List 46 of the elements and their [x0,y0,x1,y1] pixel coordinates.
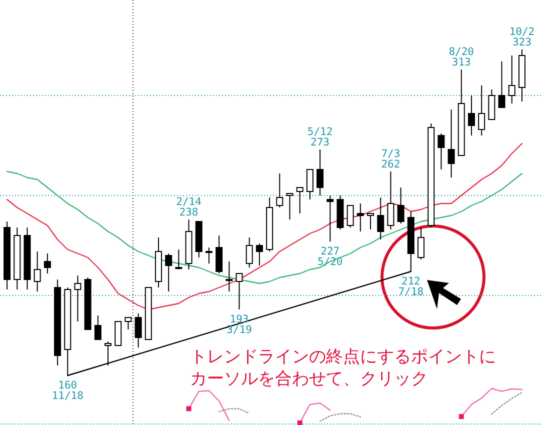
annotation: 2/14 238 [176,196,202,218]
candlestick [488,89,496,120]
candlestick [417,227,424,260]
candlestick [276,173,284,208]
candlestick [296,187,304,214]
candlestick [44,253,51,274]
candlestick [34,251,41,292]
annotation: トレンドラインの終点にするポイントに [190,347,496,367]
candlestick [134,313,142,348]
candlestick [478,85,486,136]
candlestick [104,341,112,366]
candlestick [438,133,445,170]
candlestick [377,197,384,240]
candlestick [448,109,455,178]
candlestick [468,95,475,136]
candlestick [226,261,233,292]
candlestick [346,205,354,228]
annotation: 160 11/18 [52,380,84,402]
annotation: カーソルを合わせて、クリック [190,369,428,389]
annotation: 5/12 273 [307,126,333,148]
candlestick [306,169,314,200]
candlestick [74,275,82,322]
annotation: 7/3 262 [381,148,400,170]
candlestick [246,237,253,268]
candlestick [508,55,516,104]
annotation: 8/20 313 [448,46,474,68]
candlestick [397,187,404,224]
candlestick [387,171,394,230]
candlestick [236,273,243,310]
candlestick [367,213,374,230]
annotation: 212 7/18 [398,276,424,298]
candlestick [165,253,172,292]
candlestick [286,193,294,220]
candlestick [114,321,122,346]
candlestick [316,149,324,196]
candlestick [256,243,263,266]
candlestick [94,315,102,340]
annotation: 193 3/19 [226,314,252,336]
candlestick [498,61,506,108]
candlestick [216,235,223,274]
candlestick [326,195,334,242]
candlestick [124,317,132,330]
candlestick [205,247,212,264]
candlestick [356,203,364,232]
candlestick [175,249,182,270]
annotation: 10/2 323 [509,26,535,48]
